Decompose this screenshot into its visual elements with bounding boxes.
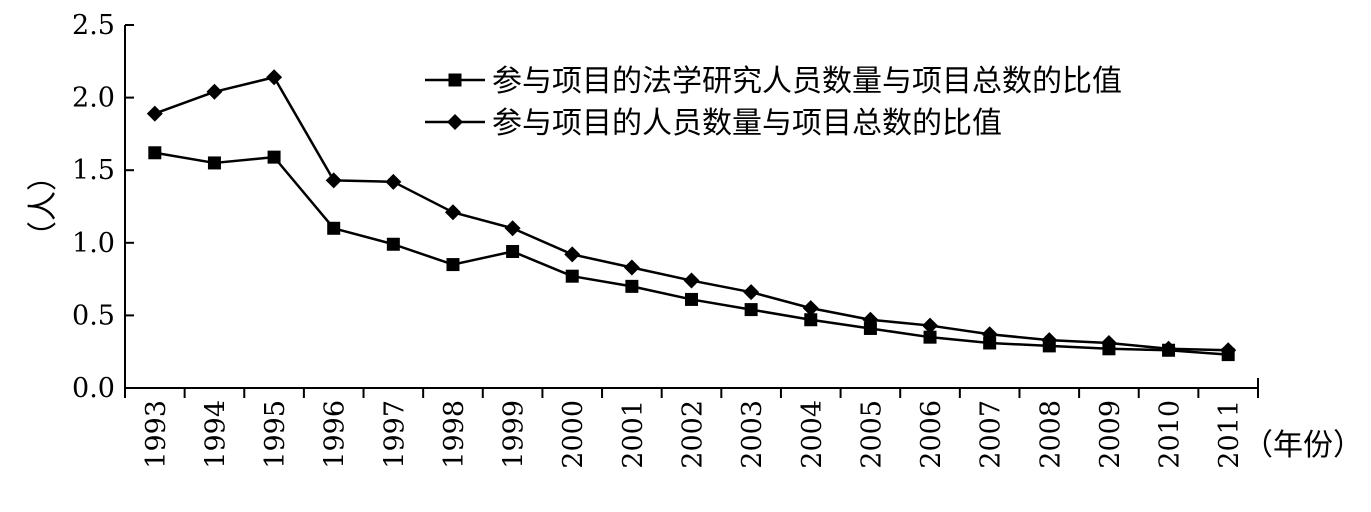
data-point-diamond <box>743 284 760 301</box>
data-point-diamond <box>146 105 163 122</box>
x-tick-label: 2001 <box>618 400 649 469</box>
data-point-diamond <box>862 311 879 328</box>
legend-diamond-marker <box>447 114 463 130</box>
y-tick-label: 0.5 <box>72 300 115 331</box>
x-tick-label: 2007 <box>976 400 1007 469</box>
data-point-square <box>804 313 818 327</box>
y-tick-label: 1.5 <box>72 155 115 186</box>
x-tick-label: 1995 <box>260 400 291 469</box>
x-tick-label: 2004 <box>797 400 828 469</box>
x-tick-label: 2005 <box>856 400 887 469</box>
data-point-diamond <box>1160 340 1177 357</box>
y-tick-label: 2.5 <box>72 10 115 41</box>
x-tick-label: 1994 <box>200 400 231 469</box>
data-point-square <box>446 258 460 272</box>
x-tick-label: 1996 <box>320 400 351 469</box>
data-point-diamond <box>922 317 939 334</box>
data-point-diamond <box>623 259 640 276</box>
data-point-square <box>863 321 877 335</box>
data-point-square <box>148 146 162 160</box>
axes <box>124 25 1259 389</box>
x-tick-label: 2006 <box>916 400 947 469</box>
x-tick-label: 2010 <box>1155 400 1186 469</box>
x-tick-label: 1998 <box>439 400 470 469</box>
data-point-square <box>744 303 758 317</box>
legend-label: 参与项目的法学研究人员数量与项目总数的比值 <box>492 64 1122 99</box>
x-tick-label: 1999 <box>499 400 530 469</box>
x-tick-label: 1993 <box>141 400 172 469</box>
data-point-diamond <box>683 272 700 289</box>
x-tick-label: 2008 <box>1035 400 1066 469</box>
data-point-diamond <box>206 83 223 100</box>
data-point-square <box>267 150 281 164</box>
data-point-diamond <box>444 204 461 221</box>
x-tick-label: 2003 <box>737 400 768 469</box>
y-tick-label: 0.0 <box>72 373 115 404</box>
data-point-diamond <box>504 220 521 237</box>
x-axis-ticks: 1993 1994 1995 1996 1997 1998 1999 2000 2001 2002… <box>124 388 1259 469</box>
data-point-square <box>386 237 400 251</box>
data-point-diamond <box>385 173 402 190</box>
data-point-diamond <box>564 246 581 263</box>
legend-square-marker <box>448 73 462 87</box>
x-tick-label: 1997 <box>379 400 410 469</box>
x-tick-label: 2000 <box>558 400 589 469</box>
data-point-diamond <box>325 172 342 189</box>
x-tick-label: 2011 <box>1214 400 1245 469</box>
data-point-square <box>565 269 579 283</box>
x-axis-title: （年份） <box>1243 428 1363 463</box>
series-layer <box>146 69 1237 362</box>
data-point-diamond <box>1100 334 1117 351</box>
y-axis-title: （人） <box>26 161 61 251</box>
x-tick-label: 2009 <box>1095 400 1126 469</box>
data-point-diamond <box>1220 342 1237 359</box>
y-tick-label: 1.0 <box>72 228 115 259</box>
x-tick-label: 2002 <box>678 400 709 469</box>
y-tick-label: 2.0 <box>72 83 115 114</box>
data-point-square <box>327 221 341 235</box>
data-point-square <box>506 245 520 259</box>
legend-label: 参与项目的人员数量与项目总数的比值 <box>492 106 1002 141</box>
data-point-square <box>685 292 698 306</box>
data-point-diamond <box>266 69 283 86</box>
legend-item-2: 参与项目的人员数量与项目总数的比值 <box>425 106 1002 141</box>
series-line <box>154 151 1229 356</box>
legend-item-1: 参与项目的法学研究人员数量与项目总数的比值 <box>425 64 1122 99</box>
data-point-diamond <box>802 300 819 317</box>
data-point-diamond <box>1041 332 1058 349</box>
data-point-square <box>207 156 221 170</box>
data-point-square <box>625 279 639 293</box>
series-2 <box>146 69 1237 359</box>
data-point-diamond <box>981 326 998 343</box>
y-axis-ticks: 0.0 0.5 1.0 1.5 2.0 2.5 <box>72 10 134 404</box>
series-1 <box>148 146 1235 362</box>
data-point-square <box>983 336 997 350</box>
data-point-square <box>923 330 937 344</box>
